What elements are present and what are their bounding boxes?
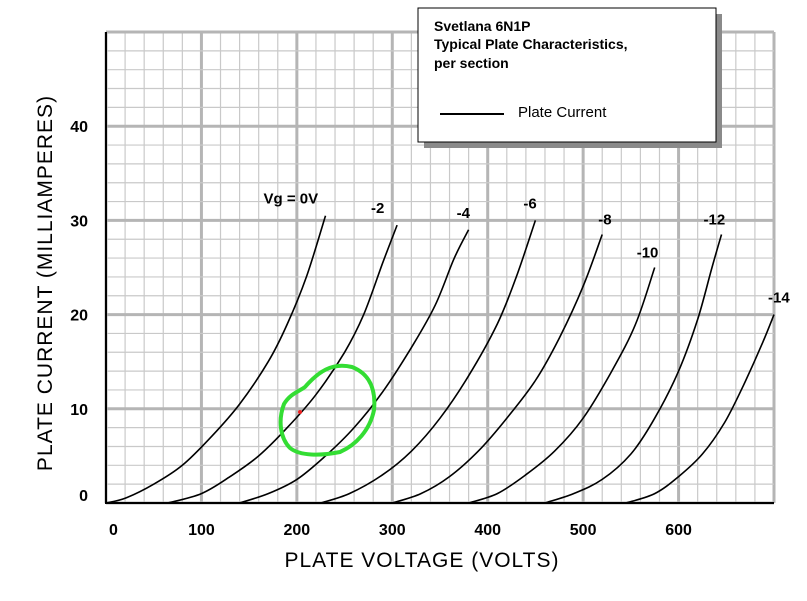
- y-tick-label: 0: [79, 488, 88, 505]
- legend: Svetlana 6N1P Typical Plate Characterist…: [417, 7, 722, 148]
- curve-vg-minus-4: [239, 229, 470, 504]
- y-tick-label: 40: [70, 119, 88, 136]
- legend-title-line-3: per section: [434, 55, 509, 71]
- y-tick-label: 10: [70, 402, 88, 419]
- hand-drawn-circle-annotation: [278, 363, 377, 457]
- legend-box: [417, 7, 717, 143]
- curve-vg-minus-8: [392, 234, 603, 504]
- y-axis-title: PLATE CURRENT (MILLIAMPERES): [34, 95, 57, 471]
- legend-title-line-2: Typical Plate Characteristics,: [434, 36, 628, 52]
- y-tick-label: 20: [70, 308, 88, 325]
- x-axis-tick-labels: 0 100 200 300 400 500 600: [109, 522, 692, 539]
- x-tick-label: 0: [109, 522, 118, 539]
- curve-label: -6: [523, 195, 536, 212]
- curve-label: -12: [704, 212, 726, 229]
- legend-title-line-1: Svetlana 6N1P: [434, 18, 531, 34]
- y-axis-tick-labels: 0 10 20 30 40: [70, 119, 88, 505]
- curve-label: -8: [598, 212, 611, 229]
- x-tick-label: 300: [379, 522, 406, 539]
- chart-grid: [104, 30, 776, 505]
- x-tick-label: 200: [284, 522, 311, 539]
- curve-vg-minus-14: [625, 314, 775, 504]
- x-tick-label: 600: [665, 522, 692, 539]
- curve-label: -2: [371, 200, 384, 217]
- plate-current-curves: [105, 215, 775, 504]
- curve-label: -14: [768, 290, 790, 307]
- legend-entry-plate-current: Plate Current: [518, 104, 607, 121]
- curve-vg-minus-10: [468, 267, 656, 504]
- x-tick-label: 500: [570, 522, 597, 539]
- curve-vg-minus-6: [320, 220, 537, 504]
- x-axis-title: PLATE VOLTAGE (VOLTS): [285, 549, 560, 572]
- curve-label: -4: [457, 205, 471, 222]
- curve-labels: Vg = 0V -2 -4 -6 -8 -10 -12 -14: [263, 191, 790, 307]
- x-tick-label: 100: [188, 522, 215, 539]
- y-tick-label: 30: [70, 213, 88, 230]
- curve-vg-0: [105, 215, 327, 504]
- operating-point-marker: [298, 410, 302, 414]
- curve-label: Vg = 0V: [263, 191, 318, 208]
- curve-label: -10: [637, 245, 659, 262]
- curve-vg-minus-12: [544, 234, 723, 504]
- x-tick-label: 400: [474, 522, 501, 539]
